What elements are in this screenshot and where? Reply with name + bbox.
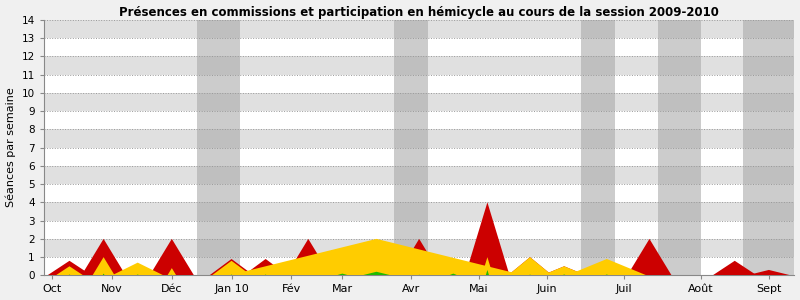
Bar xyxy=(44,56,794,74)
Polygon shape xyxy=(449,274,458,275)
Polygon shape xyxy=(93,257,114,275)
Polygon shape xyxy=(136,274,139,275)
Polygon shape xyxy=(418,274,420,275)
Bar xyxy=(44,38,794,56)
Bar xyxy=(44,129,794,148)
Bar xyxy=(44,220,794,239)
Bar xyxy=(44,239,794,257)
Bar xyxy=(44,111,794,129)
Polygon shape xyxy=(542,266,586,275)
Polygon shape xyxy=(713,261,757,275)
Bar xyxy=(394,20,428,275)
Polygon shape xyxy=(585,266,629,275)
Polygon shape xyxy=(336,274,349,275)
Polygon shape xyxy=(56,266,83,275)
Polygon shape xyxy=(529,274,531,275)
Polygon shape xyxy=(542,266,586,275)
Bar xyxy=(44,202,794,220)
Polygon shape xyxy=(212,261,251,275)
Polygon shape xyxy=(210,259,254,275)
Polygon shape xyxy=(82,239,126,275)
Polygon shape xyxy=(256,268,275,275)
Bar xyxy=(743,20,794,275)
Polygon shape xyxy=(605,274,609,275)
Polygon shape xyxy=(466,202,510,275)
Bar xyxy=(44,166,794,184)
Bar xyxy=(44,148,794,166)
Polygon shape xyxy=(304,265,381,275)
Y-axis label: Séances par semaine: Séances par semaine xyxy=(6,88,16,207)
Polygon shape xyxy=(746,270,791,275)
Polygon shape xyxy=(508,257,552,275)
Polygon shape xyxy=(167,268,176,275)
Bar xyxy=(44,184,794,202)
Bar xyxy=(44,257,794,275)
Polygon shape xyxy=(243,259,288,275)
Polygon shape xyxy=(115,265,160,275)
Polygon shape xyxy=(562,274,566,275)
Polygon shape xyxy=(150,239,194,275)
Bar xyxy=(198,20,240,275)
Bar xyxy=(44,20,794,38)
Title: Présences en commissions et participation en hémicycle au cours de la session 20: Présences en commissions et participatio… xyxy=(119,6,719,19)
Polygon shape xyxy=(230,274,233,275)
Polygon shape xyxy=(397,239,442,275)
Polygon shape xyxy=(431,266,475,275)
Polygon shape xyxy=(627,239,672,275)
Bar xyxy=(582,20,615,275)
Polygon shape xyxy=(354,270,398,275)
Bar xyxy=(44,74,794,93)
Polygon shape xyxy=(362,272,391,275)
Polygon shape xyxy=(508,257,552,275)
Polygon shape xyxy=(431,266,475,275)
Polygon shape xyxy=(68,274,71,275)
Polygon shape xyxy=(102,274,105,275)
Polygon shape xyxy=(265,274,267,275)
Polygon shape xyxy=(486,270,489,275)
Polygon shape xyxy=(112,262,163,275)
Polygon shape xyxy=(482,257,493,275)
Bar xyxy=(44,93,794,111)
Bar xyxy=(658,20,701,275)
Polygon shape xyxy=(229,239,524,275)
Polygon shape xyxy=(47,261,92,275)
Polygon shape xyxy=(171,274,172,275)
Polygon shape xyxy=(567,259,646,275)
Polygon shape xyxy=(320,269,365,275)
Polygon shape xyxy=(286,239,330,275)
Polygon shape xyxy=(414,266,425,275)
